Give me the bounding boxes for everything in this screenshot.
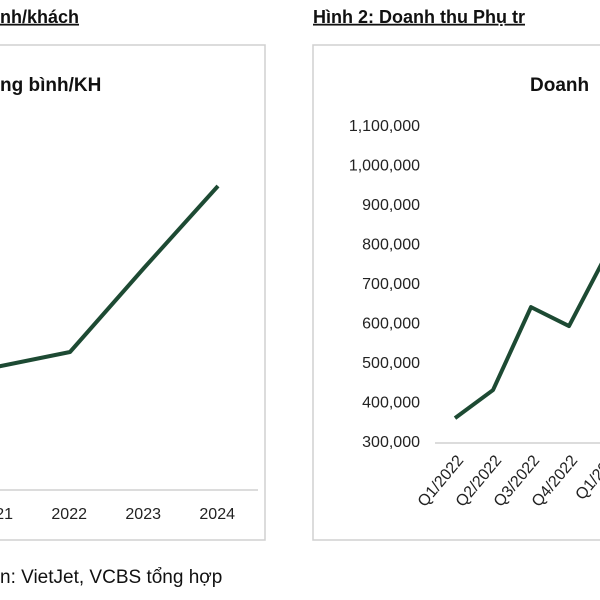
x-tick-label: 2022 [51, 506, 87, 523]
x-tick-label: 2023 [125, 506, 161, 523]
data-line [0, 184, 220, 369]
y-tick-label: 1,100,000 [349, 118, 420, 135]
x-tick-label: 21 [0, 506, 13, 523]
chart-title: nh/khách [0, 7, 79, 27]
data-line [453, 262, 600, 420]
chart-subtitle: ng bình/KH [0, 75, 101, 96]
left-panel [0, 44, 266, 541]
chart-title: Hình 2: Doanh thu Phụ tr [313, 7, 525, 27]
y-tick-label: 400,000 [362, 395, 420, 412]
right-panel [312, 44, 600, 541]
x-tick-label: 2024 [199, 506, 235, 523]
y-tick-label: 900,000 [362, 197, 420, 214]
source-note: n: VietJet, VCBS tổng hợp [0, 567, 222, 588]
y-tick-label: 600,000 [362, 316, 420, 333]
y-tick-label: 500,000 [362, 355, 420, 372]
chart-subtitle: Doanh [530, 75, 589, 96]
y-tick-label: 800,000 [362, 237, 420, 254]
y-tick-label: 700,000 [362, 276, 420, 293]
y-tick-label: 1,000,000 [349, 158, 420, 175]
y-tick-label: 300,000 [362, 434, 420, 451]
